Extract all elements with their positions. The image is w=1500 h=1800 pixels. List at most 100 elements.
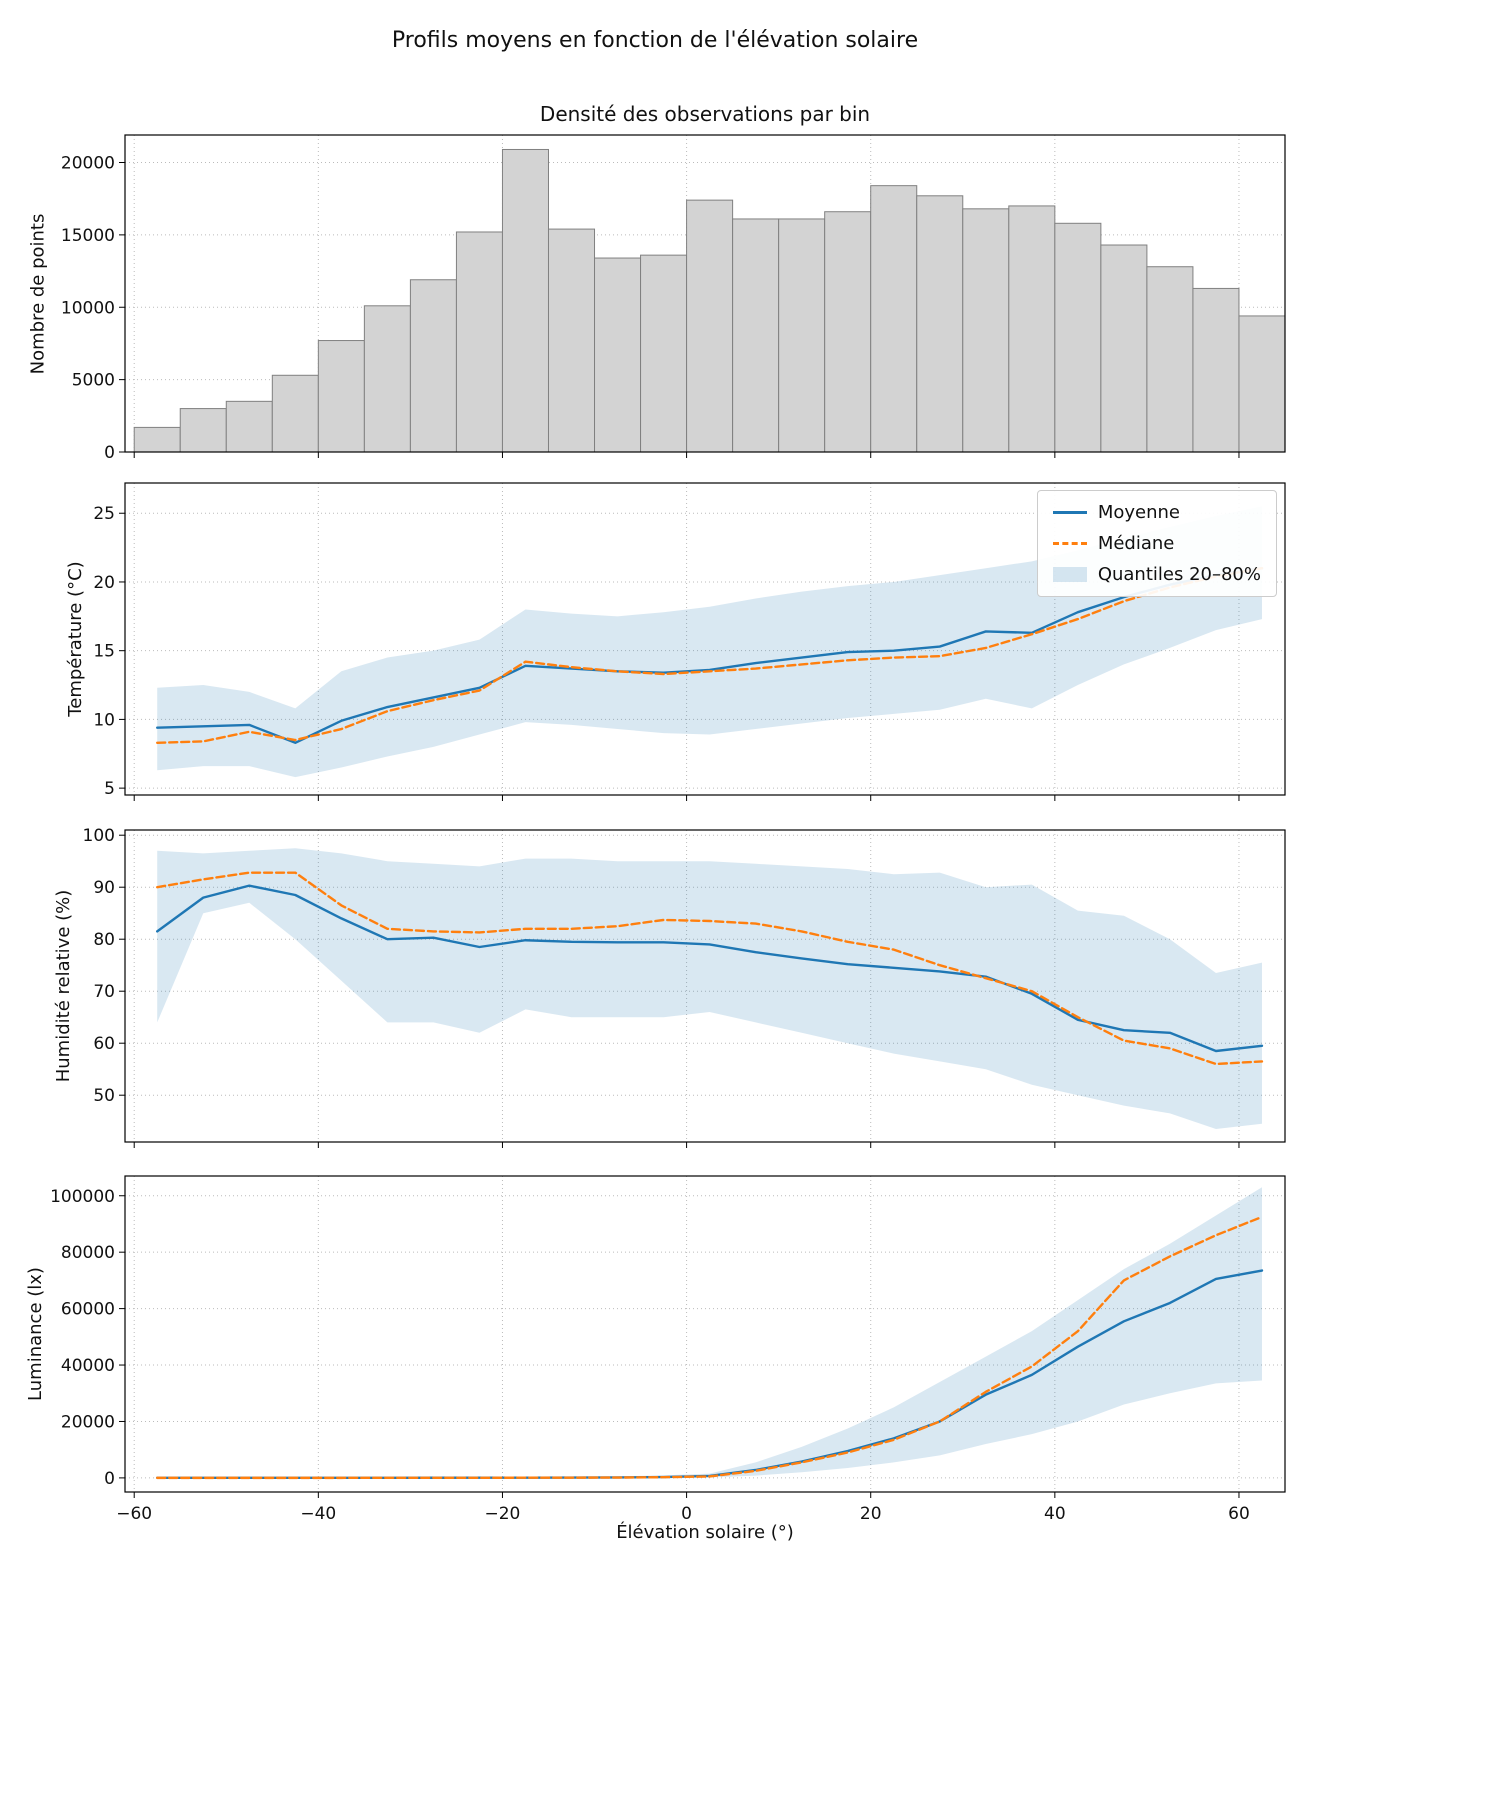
- ytick-label: 40000: [61, 1356, 115, 1376]
- hist-bar: [501, 148, 549, 453]
- subplot-3: 0 20000 40000 60000 80000 100000 −60 −40 −20 0 20 4…: [50, 1175, 1286, 1524]
- hist-bar: [916, 195, 964, 453]
- hist-bar: [1008, 205, 1056, 453]
- hist-bar: [1146, 266, 1194, 453]
- ytick-label: 50: [93, 1086, 115, 1106]
- ytick-label: 80000: [61, 1243, 115, 1263]
- ytick-label: 0: [104, 443, 115, 463]
- legend-label-mean: Moyenne: [1097, 502, 1180, 523]
- hist-bar: [455, 231, 503, 453]
- mean-line: [156, 884, 1264, 1053]
- tick-marks: [119, 1195, 1240, 1498]
- median-line: [156, 1215, 1264, 1480]
- grid-lines: [125, 483, 1285, 795]
- grid-lines: [125, 1176, 1285, 1492]
- xtick-label: −40: [300, 1504, 336, 1524]
- legend-item-mean: Moyenne: [1052, 502, 1261, 523]
- hist-bar: [778, 218, 826, 453]
- hist-bar: [1238, 315, 1286, 453]
- hist-bar: [1192, 287, 1240, 453]
- tick-marks: [119, 162, 1240, 458]
- ytick-label: 5: [104, 779, 115, 799]
- ytick-label: 100000: [50, 1187, 115, 1207]
- ytick-label: 10: [93, 710, 115, 730]
- histogram-title: Densité des observations par bin: [539, 102, 871, 126]
- ylabel-luminance: Luminance (lx): [25, 1267, 46, 1401]
- axes-frame: [124, 482, 1286, 796]
- quantile-band: [157, 1187, 1262, 1478]
- ytick-label: 90: [93, 878, 115, 898]
- legend-label-quantiles: Quantiles 20–80%: [1097, 564, 1261, 585]
- tick-labels: 50 60 70 80 90 100: [83, 826, 115, 1106]
- ytick-label: 0: [104, 1469, 115, 1489]
- quantile-band: [157, 506, 1262, 778]
- mean-line-sample-icon: [1052, 511, 1087, 514]
- hist-bar: [271, 374, 319, 453]
- quantile-band-sample-icon: [1052, 567, 1087, 582]
- tick-marks: [119, 512, 1240, 801]
- histogram-bars: [133, 148, 1286, 453]
- xtick-label: 0: [681, 1504, 692, 1524]
- ylabel-temperature: Température (°C): [65, 561, 86, 717]
- hist-bar: [732, 218, 780, 453]
- ytick-label: 20: [93, 573, 115, 593]
- tick-labels: 0 20000 40000 60000 80000 100000 −60 −40 −20 0 20 4…: [50, 1187, 1250, 1524]
- ytick-label: 20000: [61, 1412, 115, 1432]
- ytick-label: 5000: [72, 371, 115, 391]
- figure-title: Profils moyens en fonction de l'élévatio…: [391, 28, 919, 53]
- hist-bar: [179, 408, 227, 453]
- xtick-label: −20: [485, 1504, 521, 1524]
- subplot-2: 50 60 70 80 90 100: [83, 826, 1286, 1148]
- hist-bar: [363, 305, 411, 453]
- ylabel-points-count: Nombre de points: [27, 213, 49, 375]
- hist-bar: [686, 199, 734, 453]
- axes-frame: [124, 829, 1286, 1143]
- xlabel-solar-elevation: Élévation solaire (°): [616, 1522, 794, 1543]
- hist-bar: [547, 228, 596, 453]
- hist-bar: [594, 257, 642, 453]
- ytick-label: 15000: [61, 226, 115, 246]
- median-line-sample-icon: [1052, 542, 1087, 545]
- ytick-label: 100: [83, 826, 115, 846]
- hist-bar: [1054, 222, 1102, 453]
- xtick-label: −60: [116, 1504, 152, 1524]
- ytick-label: 60000: [61, 1300, 115, 1320]
- ylabel-humidity: Humidité relative (%): [53, 889, 74, 1083]
- ytick-label: 80: [93, 930, 115, 950]
- hist-bar: [962, 208, 1010, 453]
- ytick-label: 10000: [61, 298, 115, 318]
- legend-item-quantiles: Quantiles 20–80%: [1052, 564, 1261, 585]
- hist-bar: [870, 185, 918, 453]
- hist-bar: [225, 400, 273, 453]
- hist-bar: [640, 254, 688, 453]
- tick-marks: [119, 834, 1240, 1148]
- hist-bar: [409, 279, 457, 453]
- median-line: [156, 567, 1264, 744]
- xtick-label: 20: [860, 1504, 882, 1524]
- hist-bar: [133, 426, 181, 453]
- tick-labels: 5 10 15 20 25: [93, 504, 115, 799]
- legend-label-median: Médiane: [1097, 533, 1175, 554]
- tick-labels: 0 5000 10000 15000 20000: [61, 154, 115, 463]
- quantile-band: [157, 848, 1262, 1129]
- median-line: [156, 871, 1264, 1066]
- legend-item-median: Médiane: [1052, 533, 1261, 554]
- xtick-label: 40: [1044, 1504, 1066, 1524]
- ytick-label: 70: [93, 982, 115, 1002]
- ytick-label: 15: [93, 642, 115, 662]
- xtick-label: 60: [1228, 1504, 1250, 1524]
- ytick-label: 60: [93, 1034, 115, 1054]
- grid-lines: [125, 830, 1285, 1142]
- mean-line: [156, 567, 1264, 744]
- axes-frame: [124, 1175, 1286, 1493]
- subplot-1: 5 10 15 20 25: [93, 482, 1286, 801]
- hist-bar: [1100, 244, 1148, 453]
- hist-bar: [317, 340, 365, 453]
- hist-bar: [824, 211, 872, 453]
- ytick-label: 25: [93, 504, 115, 524]
- axes-frame: [124, 134, 1286, 453]
- ytick-label: 20000: [61, 154, 115, 174]
- legend: Moyenne Médiane Quantiles 20–80%: [1036, 490, 1277, 597]
